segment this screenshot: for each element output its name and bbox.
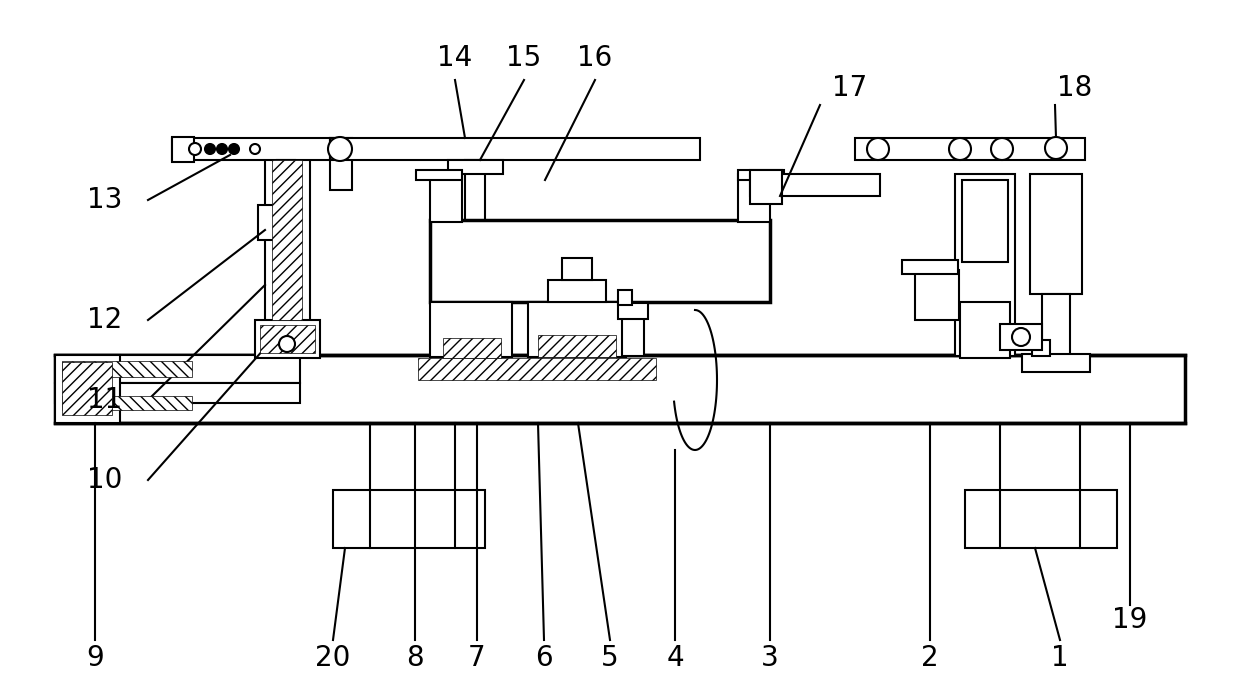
Bar	[418, 358, 656, 380]
Bar	[1022, 354, 1090, 372]
Bar	[1030, 174, 1083, 294]
Circle shape	[867, 138, 889, 160]
Bar	[255, 320, 320, 358]
Circle shape	[250, 144, 260, 154]
Circle shape	[188, 143, 201, 155]
Bar	[856, 138, 1085, 160]
Text: 14: 14	[438, 44, 472, 72]
Bar	[538, 335, 616, 357]
Bar	[62, 361, 192, 377]
Bar	[334, 490, 485, 548]
Circle shape	[229, 144, 239, 154]
Bar	[999, 324, 1042, 350]
Bar	[62, 362, 112, 415]
Bar	[618, 303, 649, 319]
Circle shape	[205, 144, 215, 154]
Bar	[622, 318, 644, 356]
Circle shape	[329, 137, 352, 161]
Bar	[1042, 294, 1070, 356]
Text: 6: 6	[536, 644, 553, 672]
Bar	[430, 302, 512, 357]
Text: 7: 7	[469, 644, 486, 672]
Bar	[955, 174, 1016, 356]
Text: 13: 13	[87, 186, 123, 214]
Bar	[55, 355, 1185, 423]
Text: 1: 1	[1052, 644, 1069, 672]
Bar	[277, 193, 289, 208]
Text: 19: 19	[1112, 606, 1148, 634]
Bar	[443, 358, 501, 378]
Bar	[55, 383, 300, 403]
Bar	[962, 180, 1008, 262]
Circle shape	[949, 138, 971, 160]
Bar	[528, 302, 626, 357]
Circle shape	[217, 144, 227, 154]
Bar	[548, 280, 606, 302]
Bar	[272, 160, 303, 320]
Bar	[915, 270, 959, 320]
Bar	[1032, 340, 1050, 356]
Bar	[738, 170, 784, 180]
Text: 17: 17	[832, 74, 868, 102]
Bar	[738, 174, 770, 222]
Circle shape	[991, 138, 1013, 160]
Circle shape	[1012, 328, 1030, 346]
Text: 18: 18	[1058, 74, 1092, 102]
Text: 8: 8	[407, 644, 424, 672]
Text: 2: 2	[921, 644, 939, 672]
Bar	[443, 338, 501, 358]
Bar	[62, 396, 192, 410]
Bar	[465, 160, 485, 225]
Bar	[618, 290, 632, 305]
Bar	[965, 490, 1117, 548]
Bar	[960, 302, 1011, 358]
Bar	[430, 174, 463, 222]
Circle shape	[1045, 137, 1066, 159]
Text: 15: 15	[506, 44, 542, 72]
Bar	[277, 160, 295, 182]
Bar	[562, 258, 591, 280]
Bar	[415, 170, 463, 180]
Bar	[750, 170, 782, 204]
Text: 5: 5	[601, 644, 619, 672]
Bar	[55, 355, 300, 383]
Bar	[448, 160, 503, 174]
Bar	[265, 155, 310, 355]
Bar	[172, 137, 193, 162]
Bar	[538, 357, 616, 377]
Bar	[750, 174, 880, 196]
Text: 4: 4	[666, 644, 683, 672]
Bar	[260, 325, 315, 353]
Text: 12: 12	[87, 306, 123, 334]
Bar	[330, 138, 701, 160]
Bar	[55, 355, 120, 423]
Bar	[330, 138, 352, 190]
Bar	[258, 205, 286, 240]
Bar	[901, 260, 959, 274]
Text: 9: 9	[86, 644, 104, 672]
Text: 20: 20	[315, 644, 351, 672]
Text: 16: 16	[578, 44, 613, 72]
Bar	[172, 138, 342, 160]
Bar	[430, 220, 770, 302]
Text: 3: 3	[761, 644, 779, 672]
Text: 10: 10	[87, 466, 123, 494]
Text: 11: 11	[87, 386, 123, 414]
Circle shape	[279, 336, 295, 352]
